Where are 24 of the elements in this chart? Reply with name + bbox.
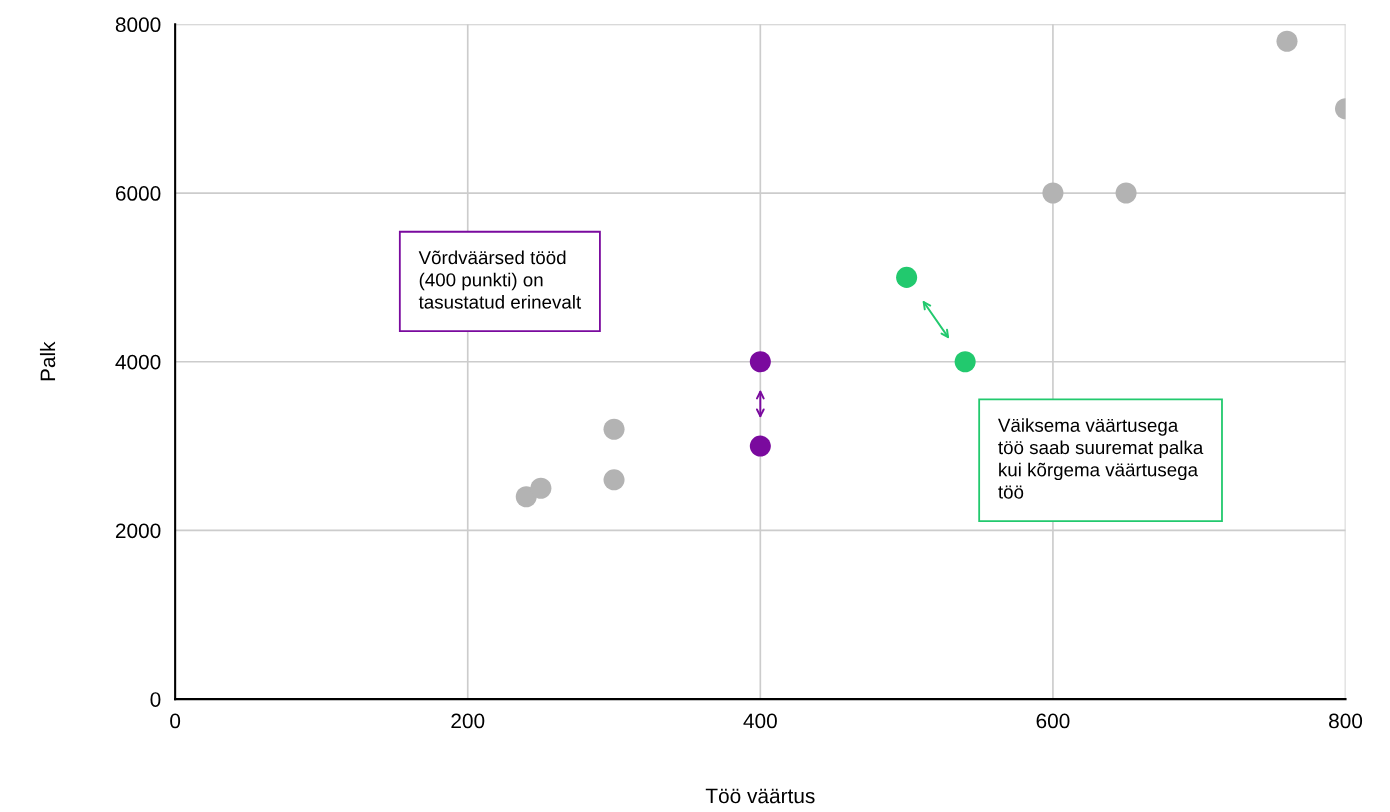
point [954, 351, 976, 373]
y-axis-title: Palk [39, 341, 56, 381]
y-tick-label: 6000 [115, 186, 161, 201]
point [1276, 30, 1298, 52]
x-tick-label: 0 [170, 713, 181, 729]
x-tick-label: 400 [743, 713, 777, 729]
x-tick-label: 200 [451, 713, 485, 729]
x-tick-label: 600 [1036, 713, 1070, 729]
y-tick-label: 4000 [115, 354, 161, 370]
point [896, 266, 918, 288]
point [530, 477, 552, 499]
point [749, 351, 771, 373]
point [603, 469, 625, 491]
point [1115, 182, 1137, 204]
annotation: Väiksema väärtusega töö saab suuremat palka kui kõrgema väärtusega töö [998, 418, 1204, 499]
y-tick-label: 8000 [115, 17, 161, 33]
point [603, 418, 625, 440]
x-tick-label: 800 [1329, 713, 1363, 729]
annotation: Võrdväärsed tööd (400 punkti) on tasustatud erinevalt [418, 250, 582, 309]
y-tick-label: 2000 [115, 523, 161, 539]
point [749, 435, 771, 457]
point [1042, 182, 1064, 204]
x-axis-title: Töö väärtus [705, 788, 815, 804]
y-tick-label: 0 [150, 692, 161, 707]
